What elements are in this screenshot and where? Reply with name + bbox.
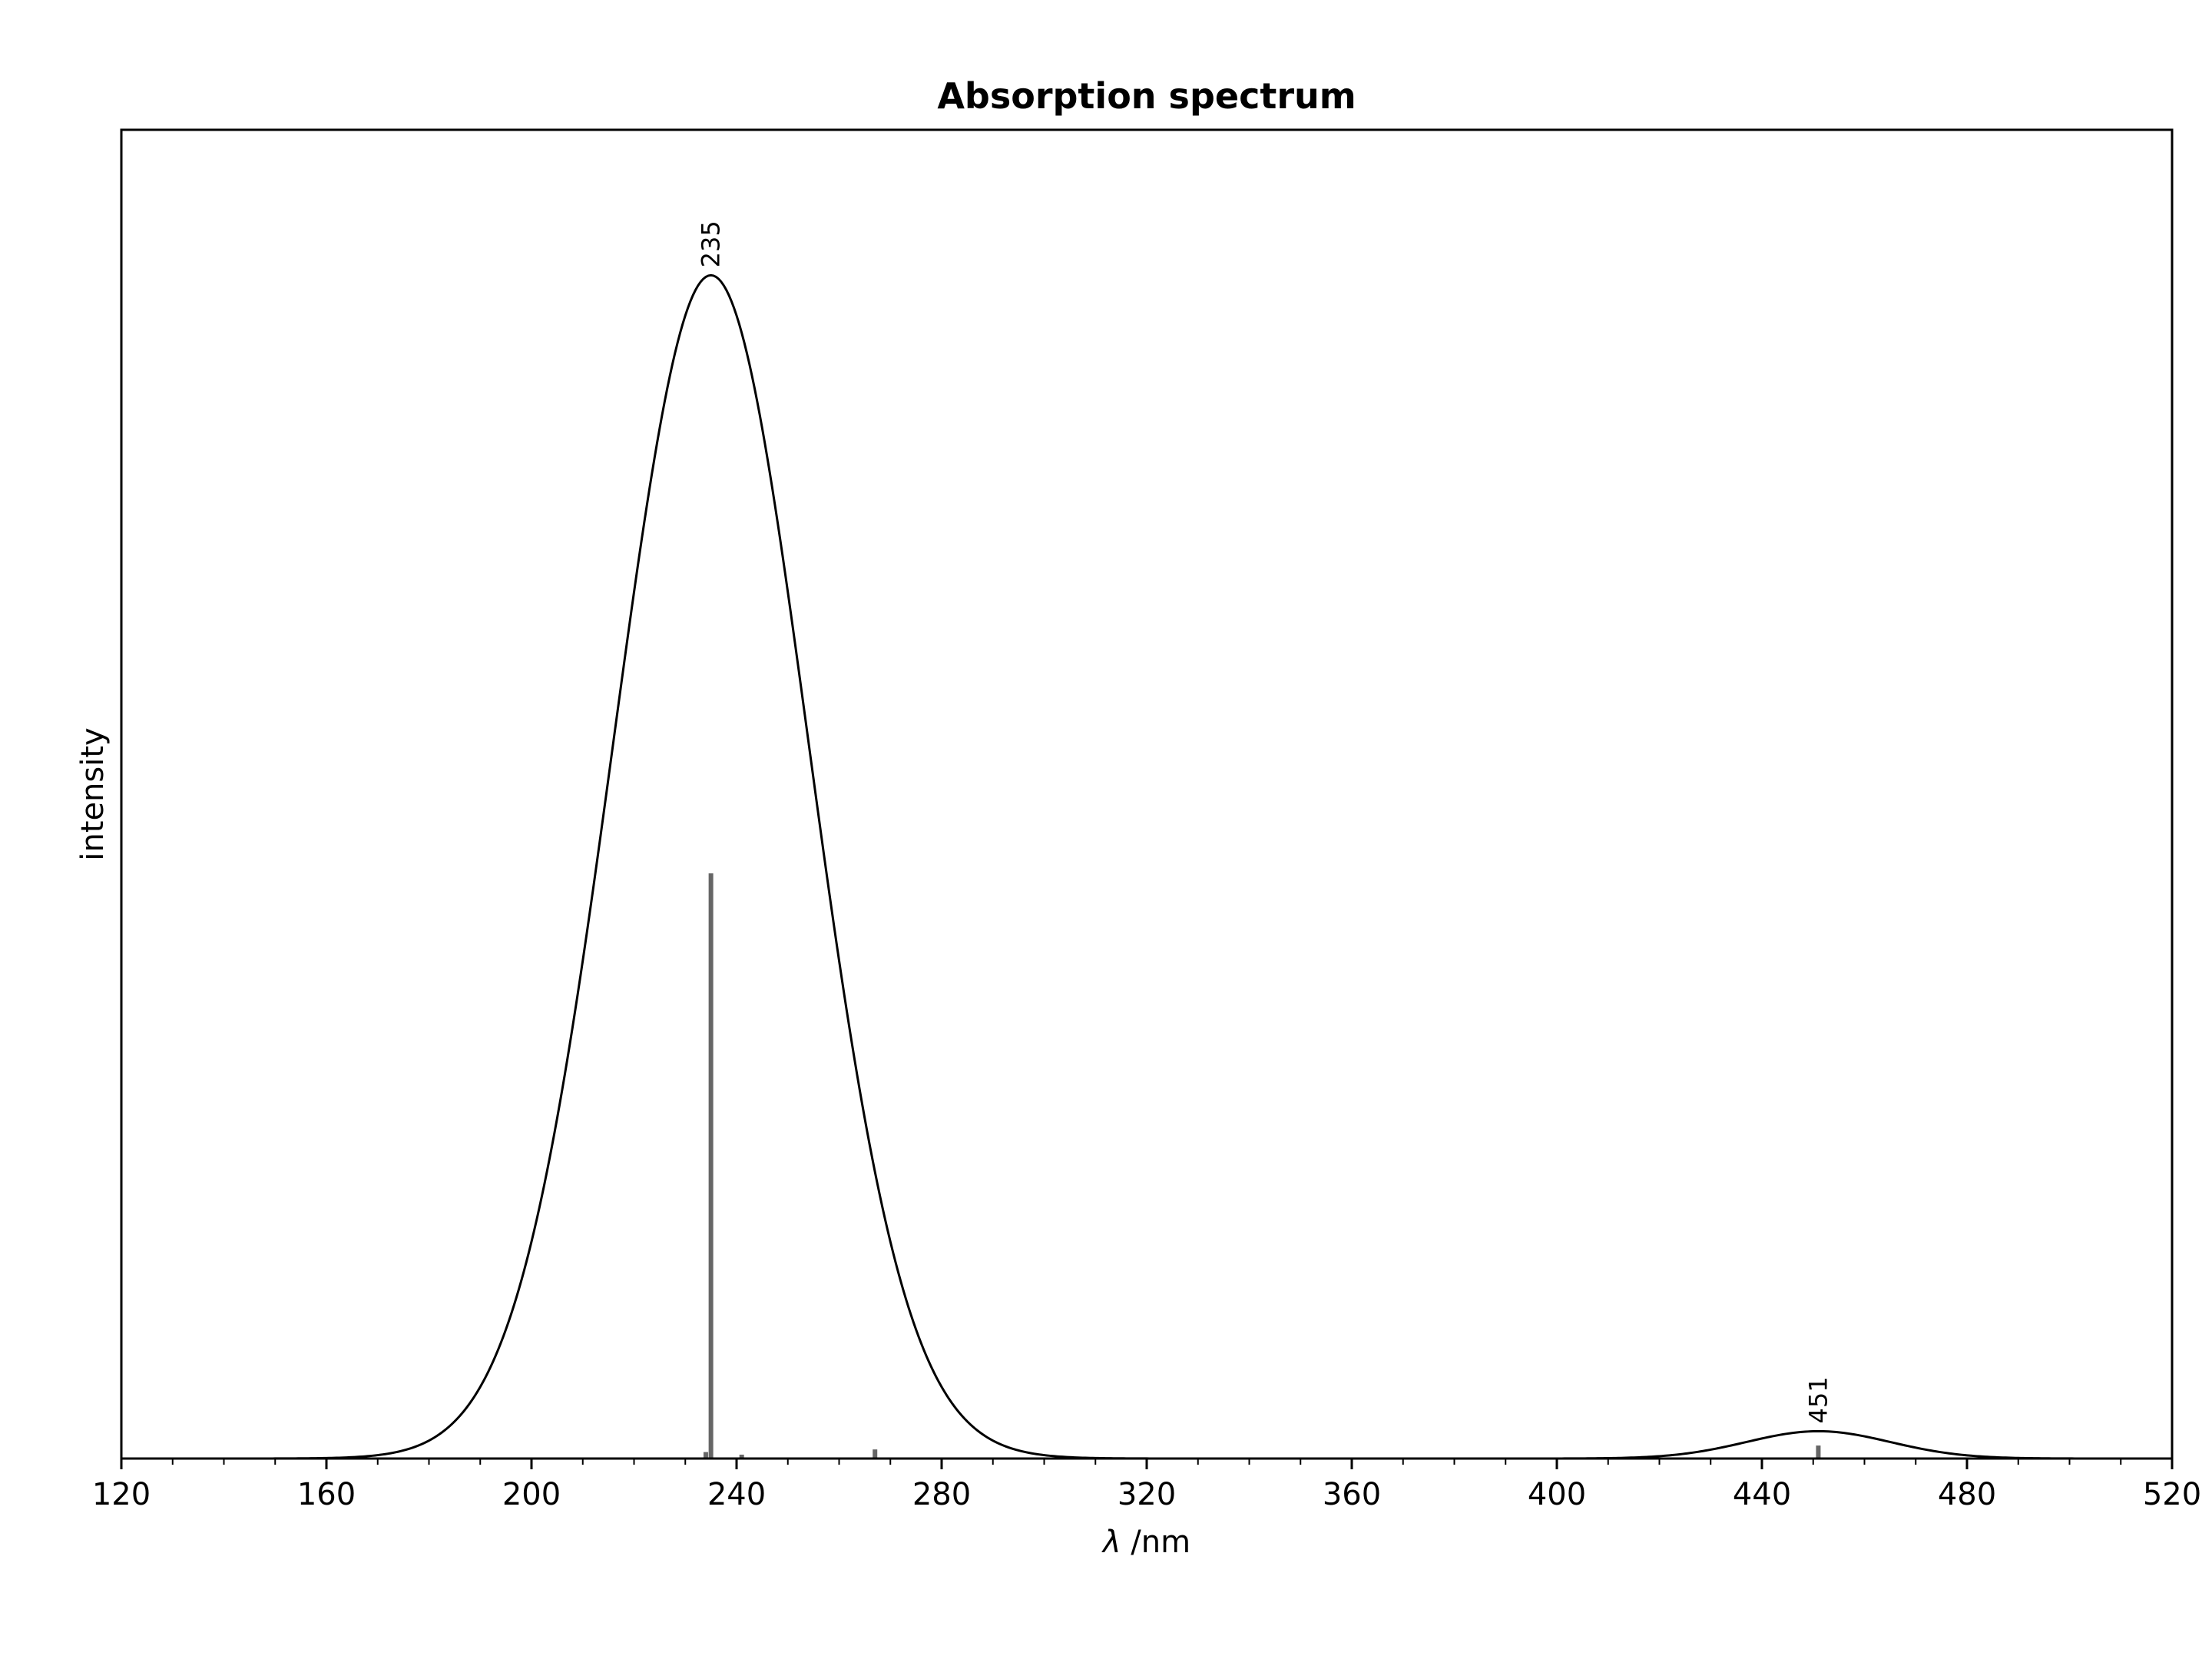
x-tick-label: 120 <box>92 1477 151 1512</box>
x-tick-label: 200 <box>502 1477 561 1512</box>
x-axis-label: λ /nm <box>1101 1525 1190 1560</box>
x-tick-label: 520 <box>2143 1477 2201 1512</box>
x-axis: 120 160 200 240 280 320 360 400 440 480 520 <box>92 1459 2201 1512</box>
x-tick-label: 480 <box>1938 1477 1996 1512</box>
x-axis-label-unit: /nm <box>1121 1525 1191 1560</box>
x-tick-label: 360 <box>1323 1477 1381 1512</box>
peak-label: 451 <box>1803 1376 1833 1423</box>
peak-label: 235 <box>697 220 726 267</box>
x-tick-label: 400 <box>1528 1477 1586 1512</box>
x-tick-label: 280 <box>912 1477 971 1512</box>
chart-title: Absorption spectrum <box>937 75 1356 117</box>
x-tick-label: 240 <box>707 1477 766 1512</box>
y-axis-label: intensity <box>75 727 111 860</box>
x-tick-label: 160 <box>297 1477 356 1512</box>
x-tick-label: 440 <box>1733 1477 1791 1512</box>
x-axis-label-symbol: λ <box>1101 1525 1121 1560</box>
x-tick-label: 320 <box>1118 1477 1176 1512</box>
annotation-layer: 235 451 <box>697 220 1833 1423</box>
